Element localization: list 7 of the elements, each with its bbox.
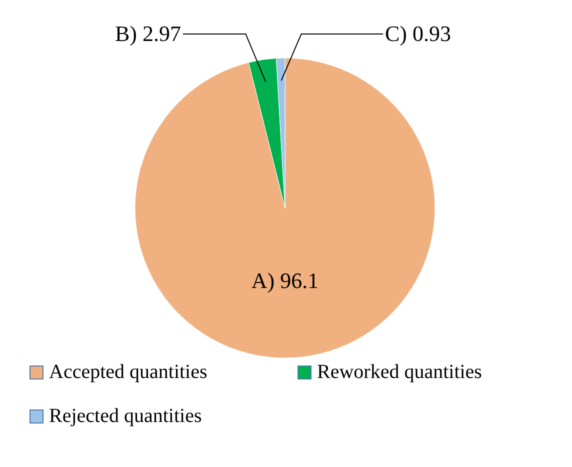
pie-slice: [134, 58, 436, 358]
data-label: A) 96.1: [251, 268, 319, 293]
legend-label: Accepted quantities: [49, 361, 208, 383]
legend-label: Reworked quantities: [317, 361, 482, 383]
data-label: B) 2.97: [115, 21, 181, 46]
legend-label: Rejected quantities: [49, 405, 202, 427]
data-label: C) 0.93: [385, 21, 451, 46]
